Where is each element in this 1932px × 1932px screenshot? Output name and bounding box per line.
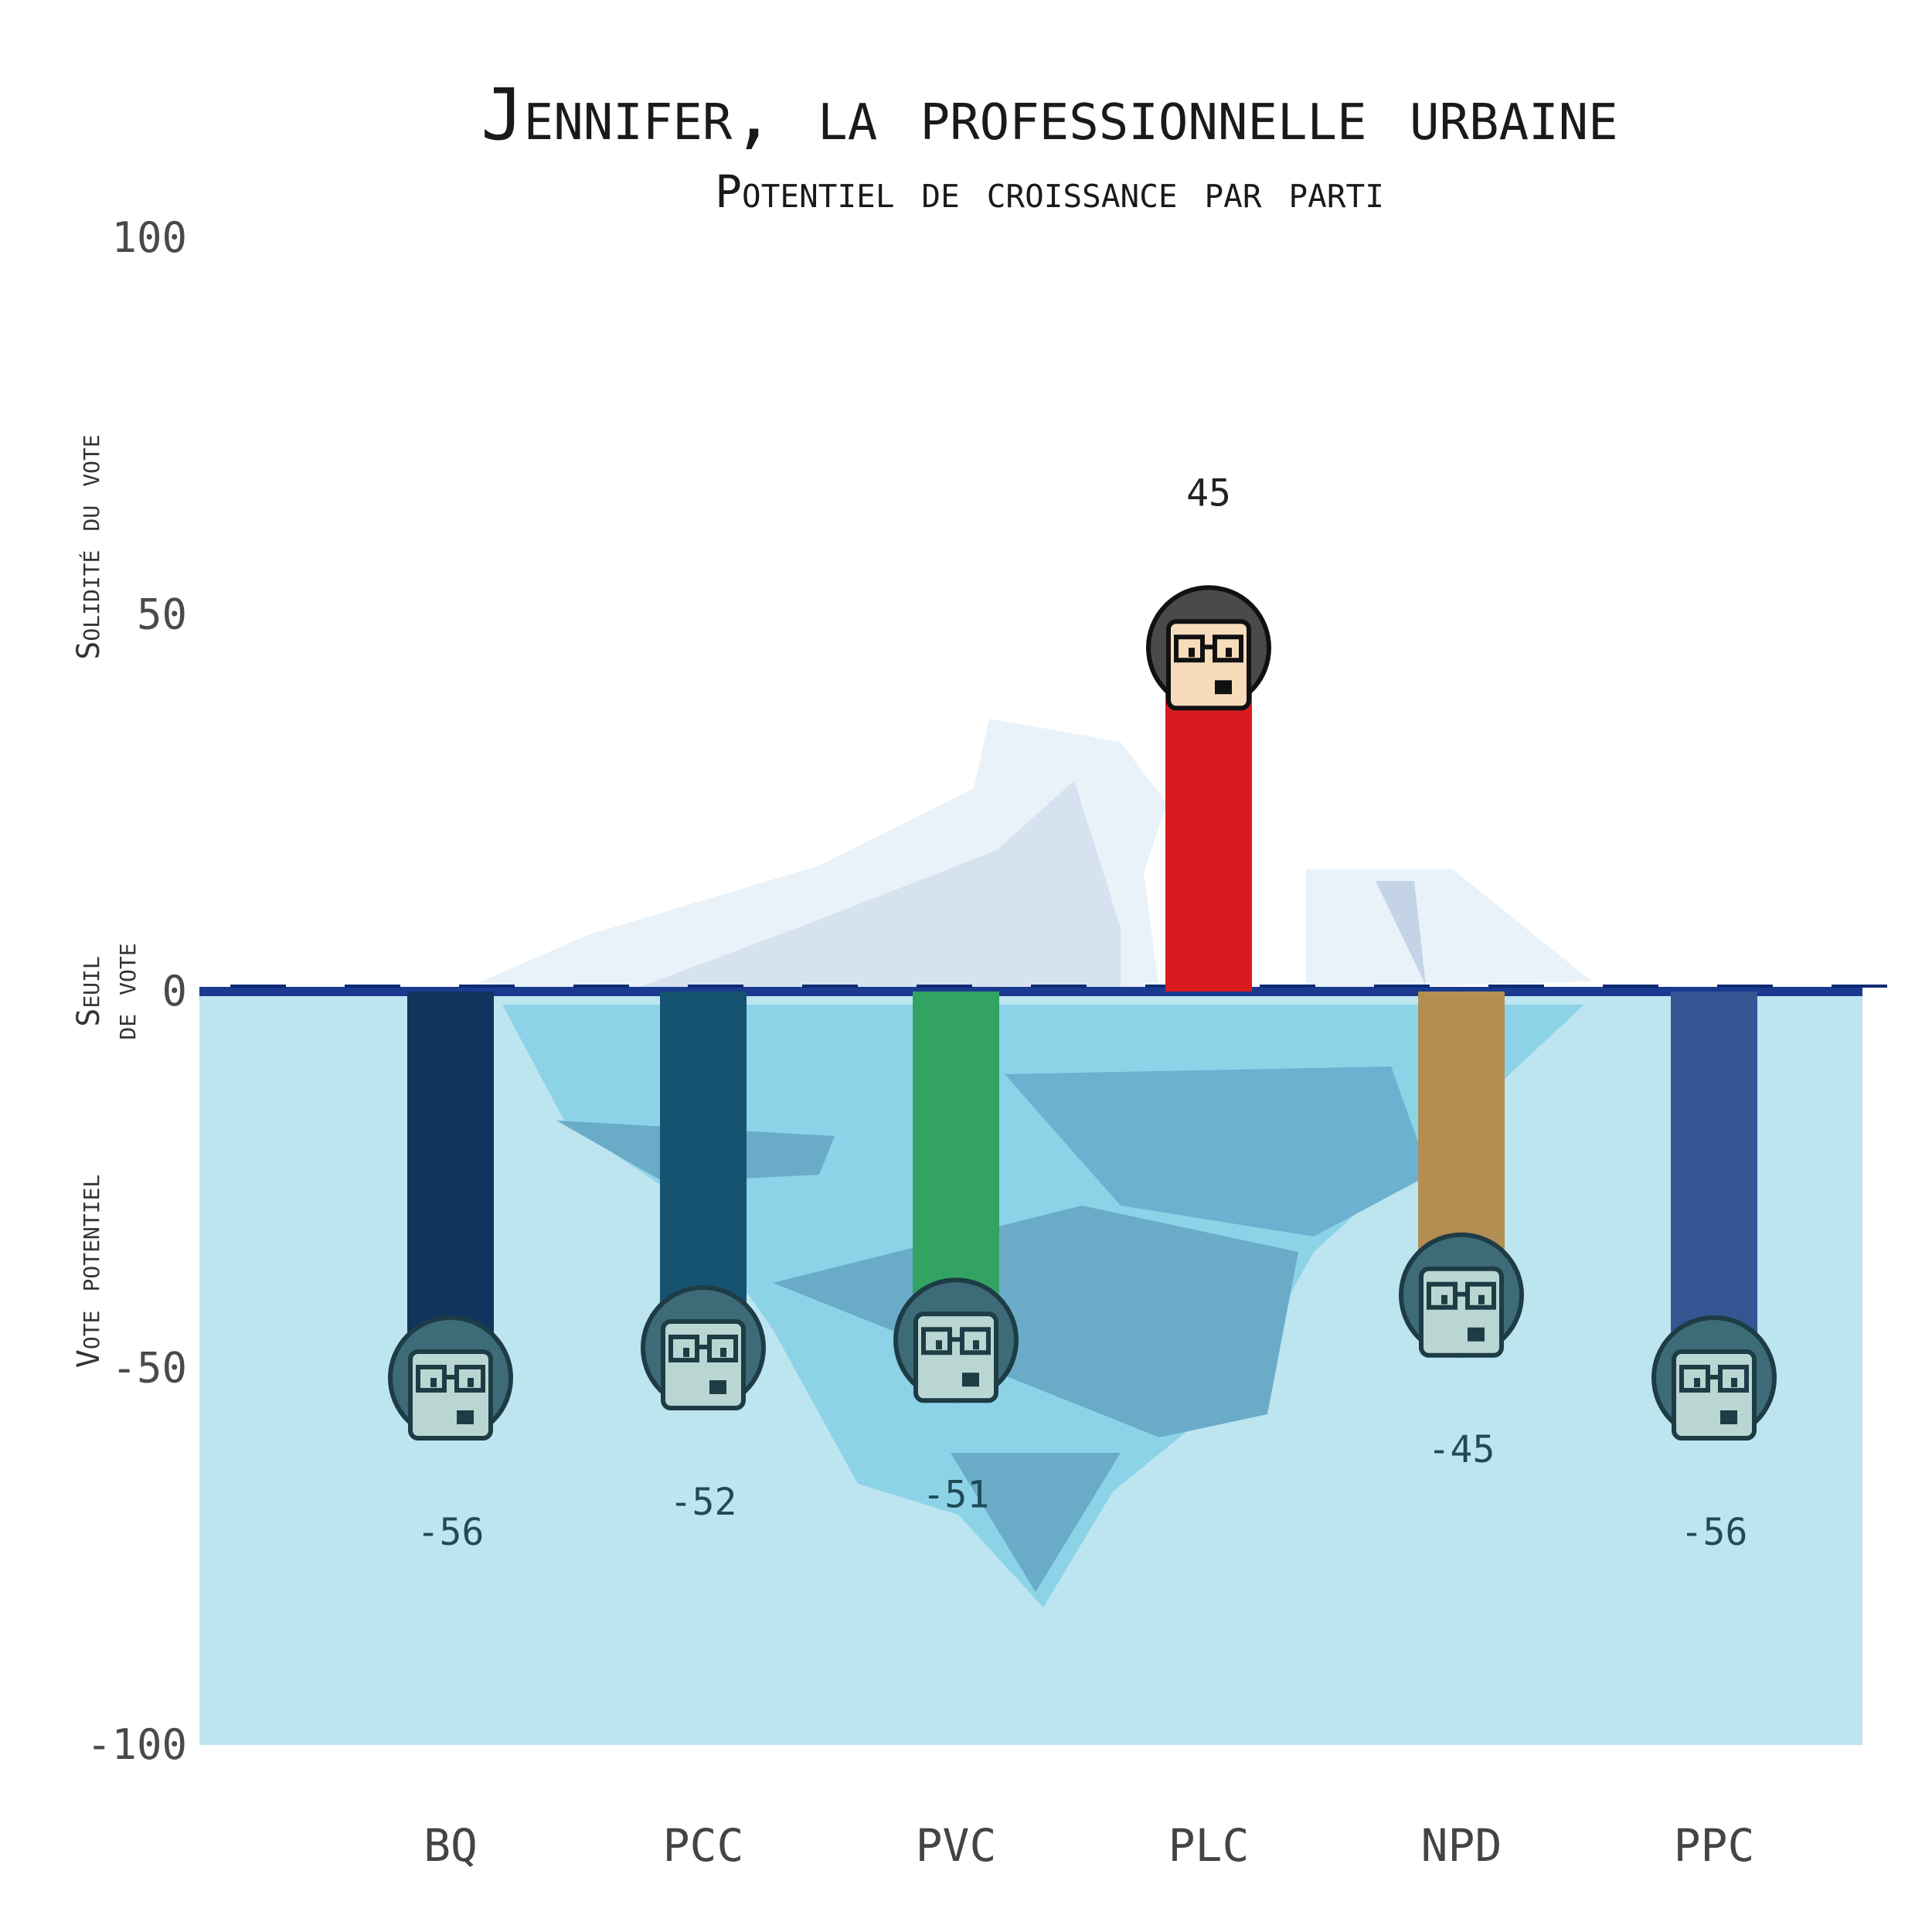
face-glasses-bridge [1708, 1375, 1720, 1379]
threshold-dash [1374, 985, 1430, 988]
iceberg-top-shade [634, 781, 1121, 989]
threshold-dash [1260, 985, 1315, 988]
chart-title: Jennifer, la professionnelle urbaine [481, 73, 1617, 156]
face-mouth [1720, 1410, 1737, 1424]
y-axis: 100 50 0 -50 -100 Solidité du vote Seuil de vot… [71, 213, 187, 1769]
face-glasses-bridge [697, 1345, 709, 1349]
value-label: -56 [1681, 1511, 1748, 1554]
threshold-dash [802, 985, 858, 988]
y-axis-label-lower: Vote potentiel [71, 1175, 107, 1368]
face-mouth [457, 1410, 474, 1424]
iceberg-underwater-shade-1 [1005, 1066, 1430, 1236]
face-icon [1399, 1232, 1524, 1358]
category-label: PPC [1674, 1819, 1755, 1872]
threshold-dash [1832, 985, 1887, 988]
face-eye-left [1189, 648, 1195, 658]
y-tick-label: 0 [162, 967, 187, 1015]
iceberg-top-right [1306, 869, 1592, 989]
bars [388, 585, 1777, 1440]
category-label: PCC [663, 1819, 744, 1872]
y-axis-label-middle-line2: de vote [107, 943, 143, 1039]
face-skin [1672, 1349, 1757, 1440]
face-mouth [962, 1372, 979, 1387]
labels: -56 BQ -52 PCC -51 PVC 45 PLC -45 NPD -56 PPC [417, 471, 1755, 1872]
y-tick-label: -100 [87, 1720, 187, 1769]
face-icon [641, 1285, 766, 1410]
threshold-dash [688, 985, 743, 988]
y-tick-label: -50 [111, 1344, 187, 1393]
value-label: -52 [670, 1481, 737, 1524]
category-label: PLC [1168, 1819, 1250, 1872]
threshold-dash [1488, 985, 1544, 988]
threshold-dash [1031, 985, 1087, 988]
iceberg-top-shade-right [1376, 881, 1426, 985]
category-label: BQ [423, 1819, 478, 1872]
face-mouth [1215, 680, 1232, 695]
face-eye-left [430, 1378, 437, 1387]
threshold-dash [1717, 985, 1773, 988]
threshold-dash [230, 985, 286, 988]
face-eye-right [973, 1340, 979, 1350]
face-skin [408, 1349, 493, 1440]
face-eye-left [1441, 1294, 1447, 1304]
threshold-dash [917, 985, 972, 988]
face-glasses-bridge [1455, 1291, 1468, 1297]
face-glasses-bridge [444, 1375, 457, 1379]
face-skin [661, 1319, 746, 1410]
value-label: -45 [1428, 1428, 1495, 1471]
iceberg-underwater-shade-2 [773, 1206, 1298, 1437]
y-axis-label-upper: Solidité du vote [71, 434, 107, 659]
face-glasses-bridge [950, 1337, 962, 1342]
face-mouth [1468, 1327, 1485, 1342]
face-icon [1146, 585, 1271, 711]
value-label: 45 [1186, 471, 1231, 515]
y-tick-label: 100 [111, 213, 187, 262]
threshold-dash [573, 985, 629, 988]
face-eye-right [468, 1378, 474, 1387]
face-skin [913, 1311, 998, 1403]
face-icon [388, 1315, 513, 1440]
threshold-dash [1603, 985, 1658, 988]
threshold-dash [459, 985, 515, 988]
iceberg-underwater-shade-4 [951, 1453, 1121, 1592]
value-label: -51 [923, 1473, 990, 1516]
face-icon [893, 1277, 1019, 1403]
y-axis-label-middle-line1: Seuil [71, 956, 107, 1027]
threshold-dash [345, 985, 400, 988]
chart-subtitle: Potentiel de croissance par parti [715, 165, 1384, 218]
face-eye-left [936, 1340, 942, 1350]
face-eye-left [683, 1348, 689, 1357]
face-skin [1419, 1266, 1504, 1358]
face-eye-right [1478, 1294, 1485, 1304]
category-label: PVC [916, 1819, 997, 1872]
face-eye-right [1731, 1378, 1737, 1387]
face-mouth [709, 1380, 726, 1394]
face-eye-right [1226, 648, 1232, 658]
value-label: -56 [417, 1511, 485, 1554]
face-eye-left [1694, 1378, 1700, 1387]
face-skin [1166, 619, 1251, 711]
face-icon [1651, 1315, 1777, 1440]
category-label: NPD [1421, 1819, 1502, 1872]
face-eye-right [720, 1348, 726, 1357]
face-glasses-bridge [1202, 645, 1215, 650]
y-tick-label: 50 [137, 590, 187, 639]
